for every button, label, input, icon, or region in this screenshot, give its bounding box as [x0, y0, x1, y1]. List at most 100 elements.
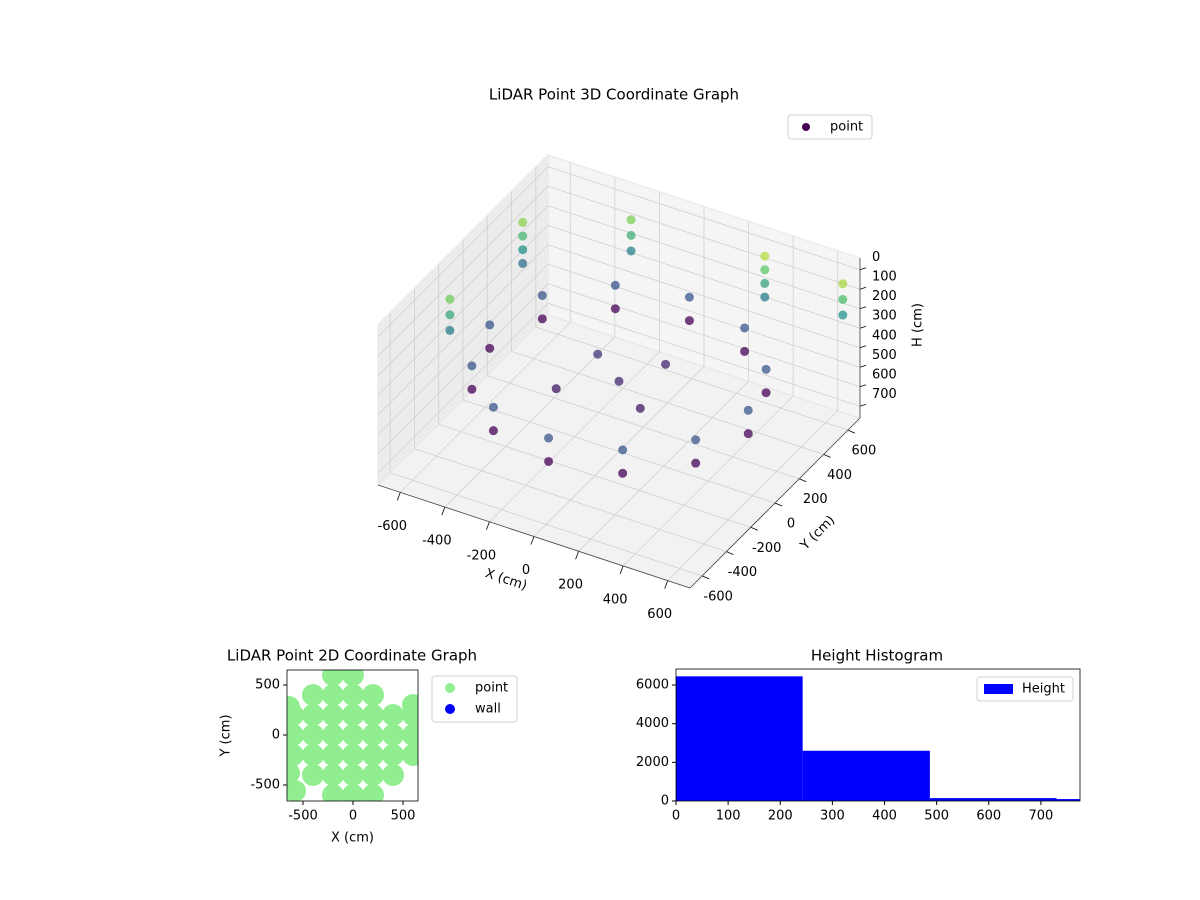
point: [322, 764, 344, 786]
point: [838, 279, 848, 289]
point: [518, 231, 528, 241]
z-tick-label: 600: [872, 367, 897, 382]
point: [626, 246, 636, 256]
grid-line: [377, 224, 549, 396]
point: [518, 258, 528, 268]
x-tick-label: 200: [558, 578, 583, 593]
series-points: [445, 215, 848, 478]
x-tick-label: 300: [820, 809, 845, 824]
tick-mark: [823, 454, 831, 458]
grid-line: [547, 166, 861, 271]
y-tick-label: 0: [787, 517, 795, 532]
z-axis-label: H (cm): [911, 303, 926, 347]
x-tick-label: -500: [288, 809, 318, 824]
z-tick-label: 0: [872, 250, 880, 265]
grid-line: [438, 423, 751, 528]
tick-mark: [859, 267, 867, 271]
legend-label: Height: [1022, 682, 1065, 697]
point: [445, 325, 455, 335]
point: [302, 764, 324, 786]
point: [740, 346, 750, 356]
point: [382, 764, 404, 786]
z-tick-label: 500: [872, 348, 897, 363]
point: [467, 361, 477, 371]
y-tick-label: 600: [851, 444, 876, 459]
point: [614, 376, 624, 386]
grid-line: [547, 283, 861, 388]
y-tick-label: 0: [661, 794, 669, 809]
point: [760, 278, 770, 288]
grid-line: [414, 448, 727, 552]
point: [402, 694, 418, 716]
point: [402, 724, 418, 746]
legend-label: wall: [475, 702, 501, 717]
point: [287, 696, 300, 718]
grid-line: [547, 224, 861, 329]
grid-line: [377, 244, 549, 416]
point: [362, 704, 384, 726]
tick-mark: [859, 286, 867, 290]
point: [287, 724, 304, 746]
tick-mark: [859, 384, 867, 388]
axes-frame: [675, 668, 1081, 802]
point: [287, 744, 304, 766]
plot-area: [287, 670, 418, 801]
point: [610, 280, 620, 290]
bar: [929, 798, 1057, 801]
point: [362, 724, 384, 746]
legend-label: point: [830, 120, 863, 135]
tick-mark: [859, 325, 867, 329]
grid-line: [547, 205, 861, 310]
y-tick-label: -400: [728, 565, 758, 580]
point: [537, 314, 547, 324]
tick-mark: [859, 403, 867, 407]
y-tick-label: 400: [827, 468, 852, 483]
point: [287, 780, 306, 801]
bar: [802, 750, 930, 801]
x-tick-label: 200: [768, 809, 793, 824]
point: [362, 744, 384, 766]
point: [467, 384, 477, 394]
tick-mark: [530, 536, 535, 545]
x-tick-label: 600: [647, 607, 672, 622]
point: [691, 458, 701, 468]
tick-mark: [619, 565, 624, 575]
point: [445, 310, 455, 320]
point: [382, 724, 404, 746]
tick-mark: [441, 506, 446, 516]
x-tick-label: 600: [976, 809, 1001, 824]
x-tick-label: 700: [1028, 809, 1053, 824]
x-tick-label: 500: [924, 809, 949, 824]
grid-line: [377, 185, 549, 357]
point: [302, 684, 324, 706]
legend-label: point: [475, 681, 508, 696]
point: [342, 684, 364, 706]
point: [760, 251, 770, 261]
y-tick-label: 2000: [636, 755, 669, 770]
x-tick-label: 500: [391, 809, 416, 824]
x-tick-label: -600: [378, 519, 408, 534]
tick-mark: [859, 364, 867, 368]
point: [342, 764, 364, 786]
point: [342, 670, 364, 686]
point: [626, 215, 636, 225]
x-axis-label: X (cm): [331, 831, 374, 846]
axis-line: [377, 484, 691, 589]
grid-line: [511, 351, 824, 455]
point: [618, 468, 628, 478]
point: [684, 316, 694, 326]
z-tick-label: 400: [872, 328, 897, 343]
point: [382, 744, 404, 766]
y-tick-label: 500: [255, 678, 280, 693]
legend-box: [787, 114, 873, 140]
point: [761, 388, 771, 398]
z-tick-label: 200: [872, 289, 897, 304]
point: [761, 364, 771, 374]
point: [618, 445, 628, 455]
point: [635, 403, 645, 413]
legend-patch: [984, 684, 1013, 694]
tick-mark: [701, 575, 710, 580]
point: [518, 217, 528, 227]
point: [322, 704, 344, 726]
legend-box: [976, 676, 1074, 702]
